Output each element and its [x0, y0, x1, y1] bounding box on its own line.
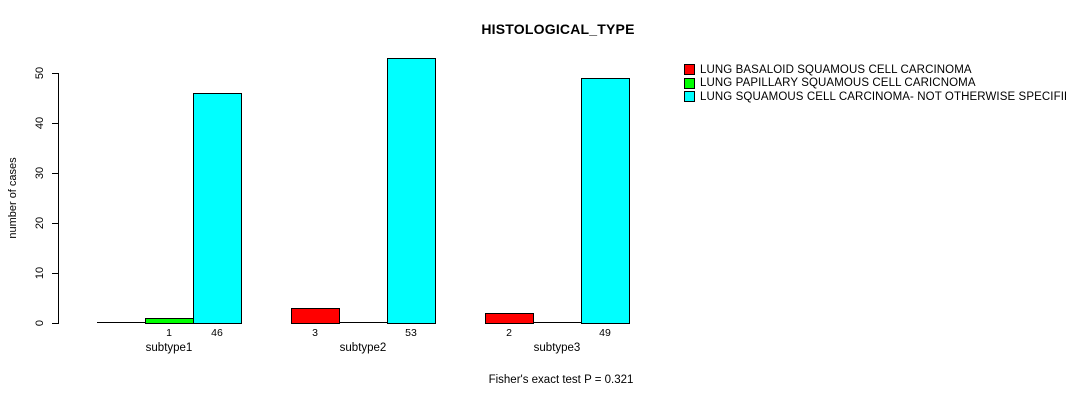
bar-subtype2-series-3 — [387, 58, 436, 324]
legend: LUNG BASALOID SQUAMOUS CELL CARCINOMA LUN… — [684, 63, 1066, 104]
y-tick-label-30: 30 — [34, 166, 46, 180]
bar-value-label-subtype1-series-3: 46 — [211, 327, 223, 339]
bar-subtype3-series-1 — [485, 313, 534, 324]
bar-value-label-subtype3-series-1: 2 — [506, 327, 512, 339]
y-tick-label-0: 0 — [34, 319, 46, 327]
bar-value-label-subtype1-series-2: 1 — [166, 327, 172, 339]
y-tick-0 — [52, 323, 58, 324]
bar-value-label-subtype2-series-1: 3 — [312, 327, 318, 339]
legend-label-1: LUNG BASALOID SQUAMOUS CELL CARCINOMA — [700, 63, 972, 76]
chart-title: HISTOLOGICAL_TYPE — [481, 21, 635, 37]
y-tick-label-10: 10 — [34, 266, 46, 280]
legend-row-2: LUNG PAPILLARY SQUAMOUS CELL CARICNOMA — [684, 77, 1066, 91]
bar-subtype2-series-1 — [291, 308, 340, 324]
legend-swatch-2 — [684, 77, 695, 89]
y-axis-line — [58, 73, 59, 324]
y-tick-label-40: 40 — [34, 116, 46, 130]
x-category-label-subtype2: subtype2 — [339, 342, 387, 354]
y-axis-label: number of cases — [7, 157, 19, 239]
bar-subtype1-series-3 — [193, 93, 242, 324]
y-tick-40 — [52, 123, 58, 124]
y-tick-20 — [52, 223, 58, 224]
legend-row-3: LUNG SQUAMOUS CELL CARCINOMA- NOT OTHERW… — [684, 90, 1066, 104]
bar-value-label-subtype2-series-3: 53 — [405, 327, 417, 339]
x-category-label-subtype3: subtype3 — [533, 342, 581, 354]
bar-subtype1-series-2 — [145, 318, 194, 324]
zero-bar-subtype2-series-2 — [339, 322, 388, 323]
legend-row-1: LUNG BASALOID SQUAMOUS CELL CARCINOMA — [684, 63, 1066, 77]
y-tick-label-20: 20 — [34, 216, 46, 230]
bar-value-label-subtype3-series-3: 49 — [599, 327, 611, 339]
bar-subtype3-series-3 — [581, 78, 630, 324]
footer-annotation: Fisher's exact test P = 0.321 — [488, 374, 634, 386]
legend-label-2: LUNG PAPILLARY SQUAMOUS CELL CARICNOMA — [700, 77, 976, 90]
y-tick-10 — [52, 273, 58, 274]
y-tick-label-50: 50 — [34, 66, 46, 80]
legend-swatch-3 — [684, 91, 695, 103]
zero-bar-subtype3-series-2 — [533, 322, 582, 323]
x-category-label-subtype1: subtype1 — [145, 342, 193, 354]
legend-label-3: LUNG SQUAMOUS CELL CARCINOMA- NOT OTHERW… — [700, 90, 1066, 103]
y-tick-30 — [52, 173, 58, 174]
zero-bar-subtype1-series-1 — [97, 322, 146, 323]
y-tick-50 — [52, 73, 58, 74]
legend-swatch-1 — [684, 64, 695, 76]
